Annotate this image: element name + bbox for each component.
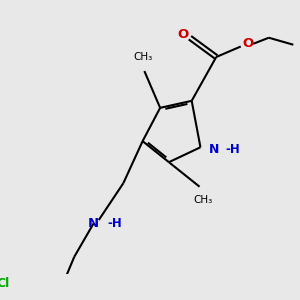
Text: O: O [242, 38, 254, 50]
Text: Cl: Cl [0, 277, 10, 290]
Text: -H: -H [225, 143, 240, 156]
Text: CH₃: CH₃ [194, 196, 213, 206]
Text: N: N [209, 143, 220, 156]
Text: O: O [177, 28, 188, 41]
Text: N: N [88, 217, 99, 230]
Text: -H: -H [108, 217, 122, 230]
Text: CH₃: CH₃ [133, 52, 152, 62]
